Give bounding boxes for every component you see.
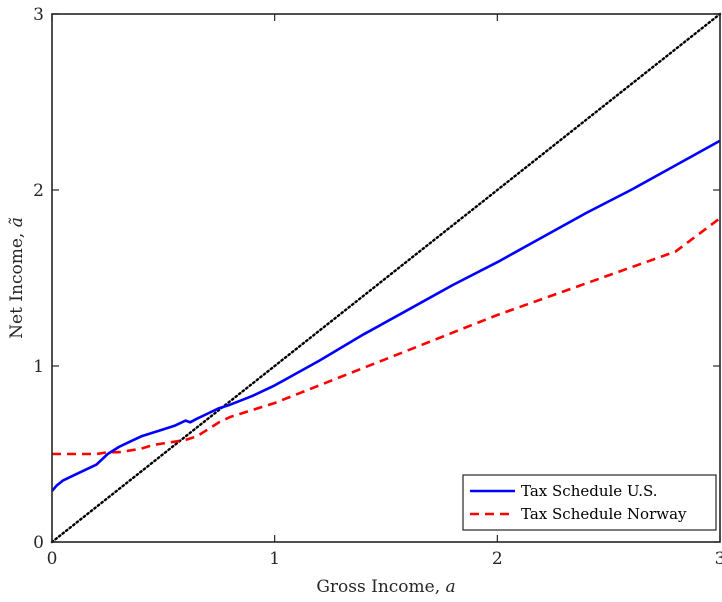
series-line-tax-schedule-u-s	[51, 139, 721, 492]
x-axis-label: Gross Income, a	[316, 577, 455, 597]
y-tick-label: 1	[33, 357, 44, 377]
y-tick-label: 0	[33, 533, 44, 553]
ticks-layer: 0 1 2 3 0 1 2 3	[33, 5, 722, 569]
x-tick-label: 0	[47, 549, 58, 569]
legend: Tax Schedule U.S. Tax Schedule Norway	[462, 474, 717, 531]
y-tick-label: 2	[33, 181, 44, 201]
series-line-tax-schedule-norway	[52, 217, 721, 456]
legend-label-norway: Tax Schedule Norway	[521, 505, 687, 523]
x-tick-label: 1	[269, 549, 280, 569]
x-tick-label: 3	[715, 549, 722, 569]
y-axis-label: Net Income, ã	[7, 217, 27, 339]
plot-frame	[51, 13, 721, 543]
series-layer	[50, 12, 722, 544]
x-tick-label: 2	[492, 549, 503, 569]
legend-box	[462, 474, 717, 531]
series-line-diagonal	[50, 12, 722, 544]
legend-label-us: Tax Schedule U.S.	[521, 482, 657, 500]
y-tick-label: 3	[33, 5, 44, 25]
